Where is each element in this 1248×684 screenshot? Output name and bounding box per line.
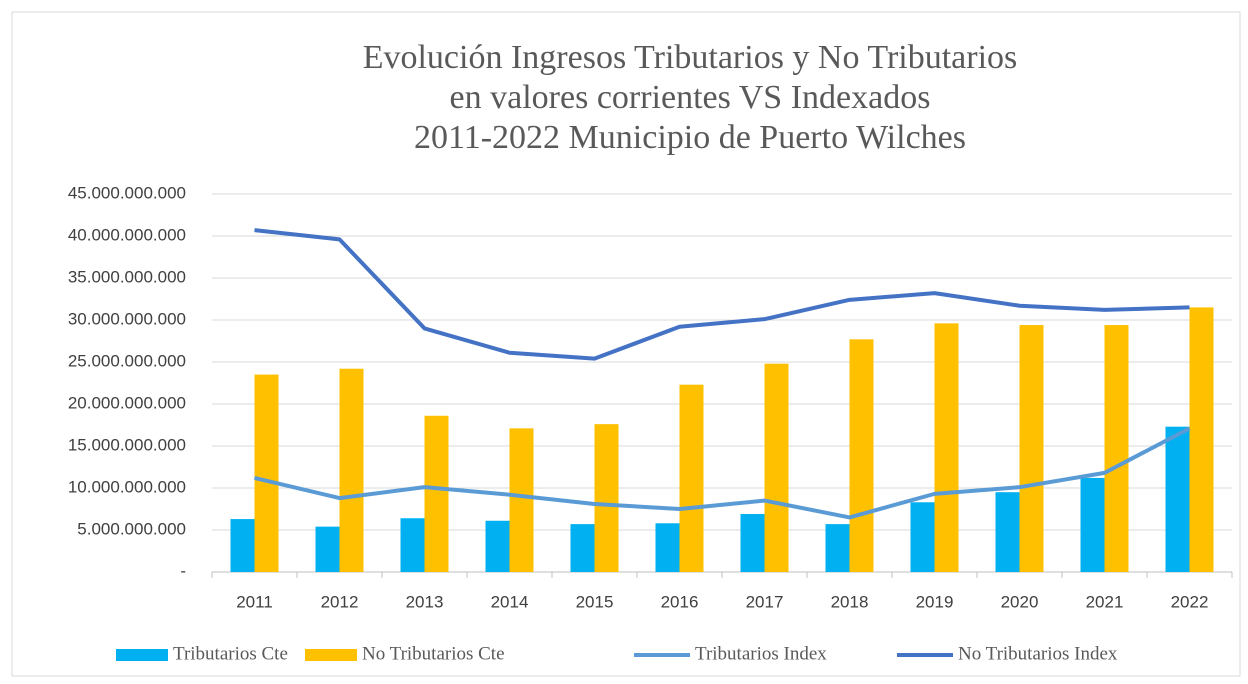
y-tick-label: 10.000.000.000 bbox=[68, 477, 186, 496]
bar bbox=[740, 514, 765, 572]
legend-label: Tributarios Cte bbox=[173, 643, 288, 664]
bar bbox=[339, 368, 364, 572]
x-tick-label: 2012 bbox=[321, 592, 359, 611]
y-tick-label: 35.000.000.000 bbox=[68, 267, 186, 286]
y-tick-label: 30.000.000.000 bbox=[68, 309, 186, 328]
bar bbox=[934, 323, 959, 572]
bar bbox=[825, 524, 850, 572]
legend-label: Tributarios Index bbox=[695, 643, 827, 664]
line bbox=[254, 426, 1191, 520]
y-tick-label: 5.000.000.000 bbox=[77, 519, 186, 538]
bar bbox=[315, 526, 340, 572]
line bbox=[254, 228, 1190, 361]
y-tick-label: 40.000.000.000 bbox=[68, 225, 186, 244]
bar bbox=[764, 363, 789, 572]
bar bbox=[424, 415, 449, 572]
y-tick-label: 45.000.000.000 bbox=[68, 183, 186, 202]
chart-title: en valores corrientes VS Indexados bbox=[450, 79, 931, 116]
chart-title: Evolución Ingresos Tributarios y No Trib… bbox=[363, 39, 1018, 76]
bar bbox=[995, 492, 1020, 572]
x-tick-label: 2015 bbox=[576, 592, 614, 611]
chart-title: 2011-2022 Municipio de Puerto Wilches bbox=[414, 119, 966, 156]
y-tick-label: - bbox=[180, 561, 186, 580]
bar bbox=[655, 523, 680, 572]
legend-label: No Tributarios Cte bbox=[362, 643, 505, 664]
y-tick-label: 20.000.000.000 bbox=[68, 393, 186, 412]
x-tick-label: 2021 bbox=[1086, 592, 1124, 611]
bar bbox=[1165, 426, 1190, 572]
x-tick-label: 2013 bbox=[406, 592, 444, 611]
bar bbox=[1080, 477, 1105, 572]
x-tick-label: 2022 bbox=[1171, 592, 1209, 611]
x-tick-label: 2017 bbox=[746, 592, 784, 611]
bar bbox=[679, 384, 704, 572]
bar bbox=[485, 520, 510, 572]
x-tick-label: 2019 bbox=[916, 592, 954, 611]
bar bbox=[1019, 325, 1044, 572]
y-tick-label: 25.000.000.000 bbox=[68, 351, 186, 370]
bar bbox=[400, 518, 425, 572]
bar bbox=[1104, 325, 1129, 572]
bar bbox=[509, 428, 534, 572]
legend-swatch bbox=[305, 649, 357, 661]
x-tick-label: 2014 bbox=[491, 592, 529, 611]
x-tick-label: 2016 bbox=[661, 592, 699, 611]
bar bbox=[849, 339, 874, 572]
y-tick-label: 15.000.000.000 bbox=[68, 435, 186, 454]
x-tick-label: 2020 bbox=[1001, 592, 1039, 611]
bar bbox=[570, 524, 595, 572]
bar bbox=[254, 374, 279, 572]
bar bbox=[1189, 307, 1214, 572]
x-tick-label: 2011 bbox=[236, 592, 273, 611]
legend-label: No Tributarios Index bbox=[958, 643, 1118, 664]
bar bbox=[230, 519, 255, 572]
bar bbox=[910, 502, 935, 572]
bar bbox=[594, 424, 619, 572]
legend-swatch bbox=[116, 649, 168, 661]
x-tick-label: 2018 bbox=[831, 592, 869, 611]
